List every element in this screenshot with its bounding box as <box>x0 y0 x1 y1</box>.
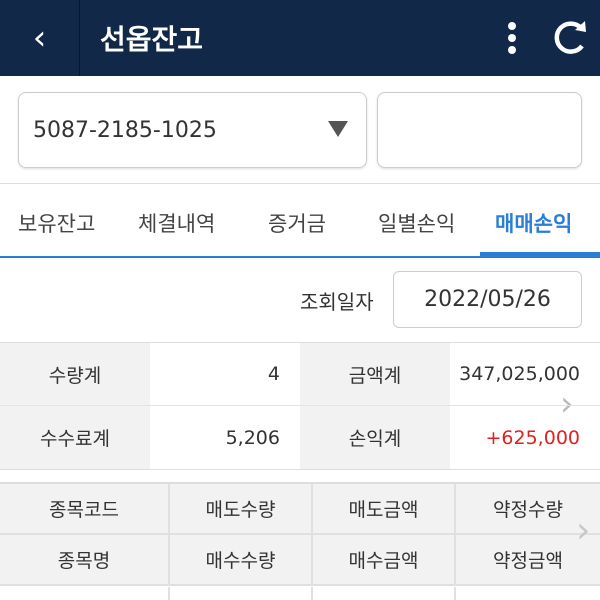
tab-trading-pnl[interactable]: 매매손익 <box>495 212 573 236</box>
chevron-right-icon[interactable]: › <box>560 384 574 424</box>
tab-daily-pnl[interactable]: 일별손익 <box>378 212 456 236</box>
dropdown-arrow-icon <box>328 121 348 137</box>
tab-bar: 보유잔고 체결내역 증거금 일별손익 매매손익 › <box>0 184 600 424</box>
grid-header-row: 종목명 매수수량 매수금액 약정금액 <box>0 535 600 586</box>
app-header: ‹ 선옵잔고 <box>0 0 600 76</box>
summary-value: +625,000 <box>485 426 581 449</box>
column-header: 매수수량 <box>170 535 313 584</box>
summary-value: 5,206 <box>225 426 280 449</box>
tab-executions[interactable]: 체결내역 <box>138 212 216 236</box>
refresh-icon[interactable] <box>548 16 592 60</box>
page-title: 선옵잔고 <box>100 23 204 56</box>
column-header: 종목코드 <box>0 484 170 533</box>
more-vertical-icon[interactable] <box>498 18 526 58</box>
chevron-right-icon[interactable]: › <box>576 510 591 551</box>
summary-value: 4 <box>267 363 280 385</box>
summary-row: 수량계 4 금액계 347,025,000 <box>0 343 600 406</box>
column-header: 매도수량 <box>170 484 313 533</box>
summary-label: 수량계 <box>0 343 150 405</box>
summary-label: 금액계 <box>300 343 450 405</box>
divider <box>0 183 600 184</box>
tab-holdings[interactable]: 보유잔고 <box>18 212 96 236</box>
summary-label: 손익계 <box>300 406 450 469</box>
summary-label: 수수료계 <box>0 406 150 469</box>
chevron-left-icon: ‹ <box>32 18 47 58</box>
account-select[interactable]: 5087-2185-1025 <box>18 92 367 168</box>
tab-margin[interactable]: 증거금 <box>268 212 326 236</box>
account-number: 5087-2185-1025 <box>33 117 217 143</box>
summary-table: 수량계 4 금액계 347,025,000 수수료계 5,206 손익계 +62… <box>0 342 600 470</box>
back-button[interactable]: ‹ <box>0 0 80 76</box>
query-date-field[interactable]: 2022/05/26 <box>393 271 582 328</box>
column-header: 약정금액 <box>493 550 563 572</box>
grid-header-row: 종목코드 매도수량 매도금액 약정수량 <box>0 484 600 535</box>
column-header: 매도금액 <box>313 484 456 533</box>
column-header: 약정수량 <box>493 499 563 521</box>
summary-value: 347,025,000 <box>459 363 580 385</box>
column-header: 매수금액 <box>313 535 456 584</box>
column-header: 종목명 <box>0 535 170 584</box>
active-tab-indicator <box>480 252 600 258</box>
grid-row <box>0 587 600 600</box>
trade-grid: 종목코드 매도수량 매도금액 약정수량 종목명 매수수량 매수금액 약정금액 <box>0 482 600 586</box>
password-input[interactable] <box>377 92 582 168</box>
query-date-label: 조회일자 <box>300 290 374 314</box>
summary-row: 수수료계 5,206 손익계 +625,000 <box>0 406 600 469</box>
